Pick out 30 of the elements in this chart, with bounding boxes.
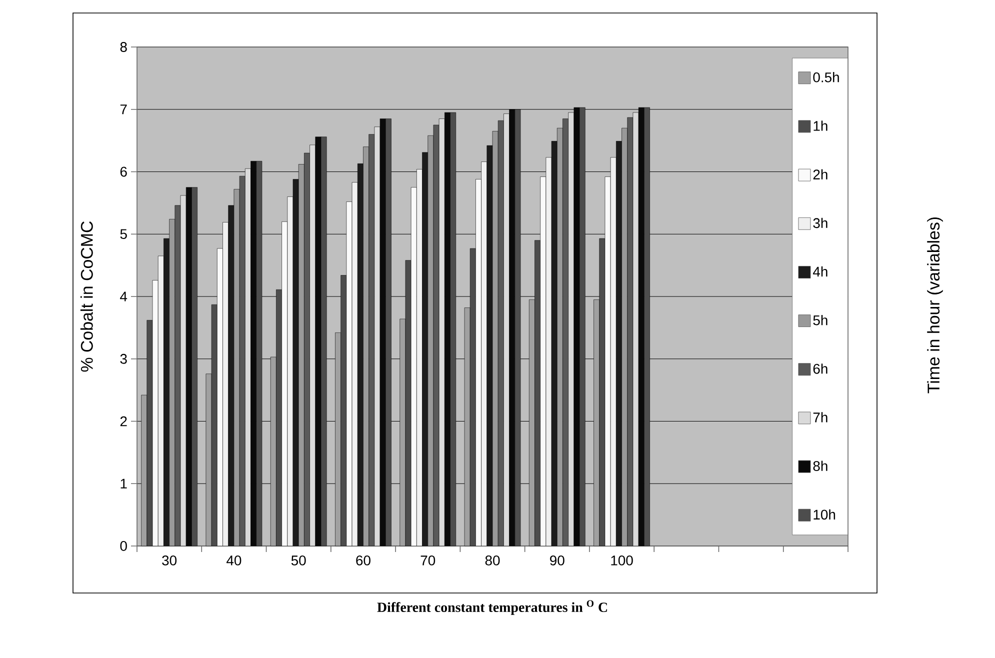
y-tick-label: 5	[120, 229, 127, 239]
y-tick-label: 0	[120, 541, 127, 551]
y-tick-label: 3	[120, 354, 127, 364]
y-tick-label: 8	[120, 42, 127, 52]
y-tick-label: 7	[120, 104, 127, 114]
x-tick-label: 60	[356, 556, 370, 566]
text: Different constant temperatures in $^{O}$ C	[377, 600, 607, 615]
y-tick-label: 6	[120, 166, 127, 177]
legend-label: 10h	[814, 509, 836, 520]
x-tick-label: 50	[291, 556, 306, 566]
y-tick-label: 4	[120, 292, 128, 302]
legend-label: 4h	[812, 266, 828, 277]
legend-label: 3h	[813, 218, 828, 228]
legend-label: 1h	[814, 120, 828, 131]
legend-label: 0.5h	[813, 72, 839, 82]
x-tick-label: 70	[420, 556, 436, 566]
x-tick-label: 100	[611, 556, 633, 566]
y-tick-label: 2	[120, 416, 127, 426]
x-tick-label: 80	[485, 556, 500, 566]
x-tick-label: 90	[550, 556, 564, 566]
legend-title: Time in hour (variables)	[927, 217, 943, 394]
y-axis-title: % Cobalt in CoCMC	[80, 221, 93, 372]
legend-label: 5h	[813, 314, 828, 326]
legend-label: 7h	[813, 412, 828, 422]
legend-label: 8h	[813, 460, 828, 471]
x-tick-label: 30	[162, 556, 177, 566]
y-tick-label: 1	[120, 478, 127, 488]
legend-label: 2h	[813, 169, 828, 180]
legend-label: 6h	[813, 364, 828, 374]
x-tick-label: 40	[226, 556, 242, 566]
